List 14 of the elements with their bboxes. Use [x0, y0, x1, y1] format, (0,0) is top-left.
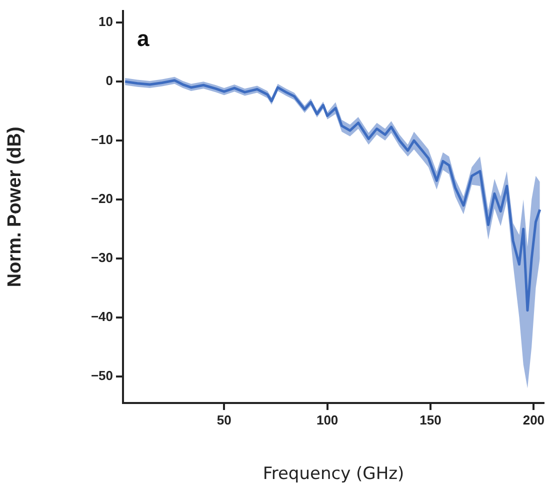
y-tick-label: −30 [90, 250, 113, 266]
y-tick-label: −10 [90, 132, 113, 148]
y-axis-title: Norm. Power (dB) [4, 126, 26, 288]
y-tick-label: 10 [98, 14, 113, 30]
y-tick-label: −50 [90, 368, 113, 384]
x-tick-label: 50 [216, 412, 232, 428]
x-tick-label: 150 [420, 412, 442, 428]
x-axis-title: Frequency (GHz) [262, 464, 404, 484]
y-tick-label: −20 [90, 191, 113, 206]
x-tick-label: 200 [522, 412, 545, 428]
x-tick-label: 100 [316, 412, 338, 428]
y-tick-label: 0 [106, 73, 113, 88]
y-tick-label: −40 [90, 309, 113, 324]
annotation: a [137, 26, 150, 51]
